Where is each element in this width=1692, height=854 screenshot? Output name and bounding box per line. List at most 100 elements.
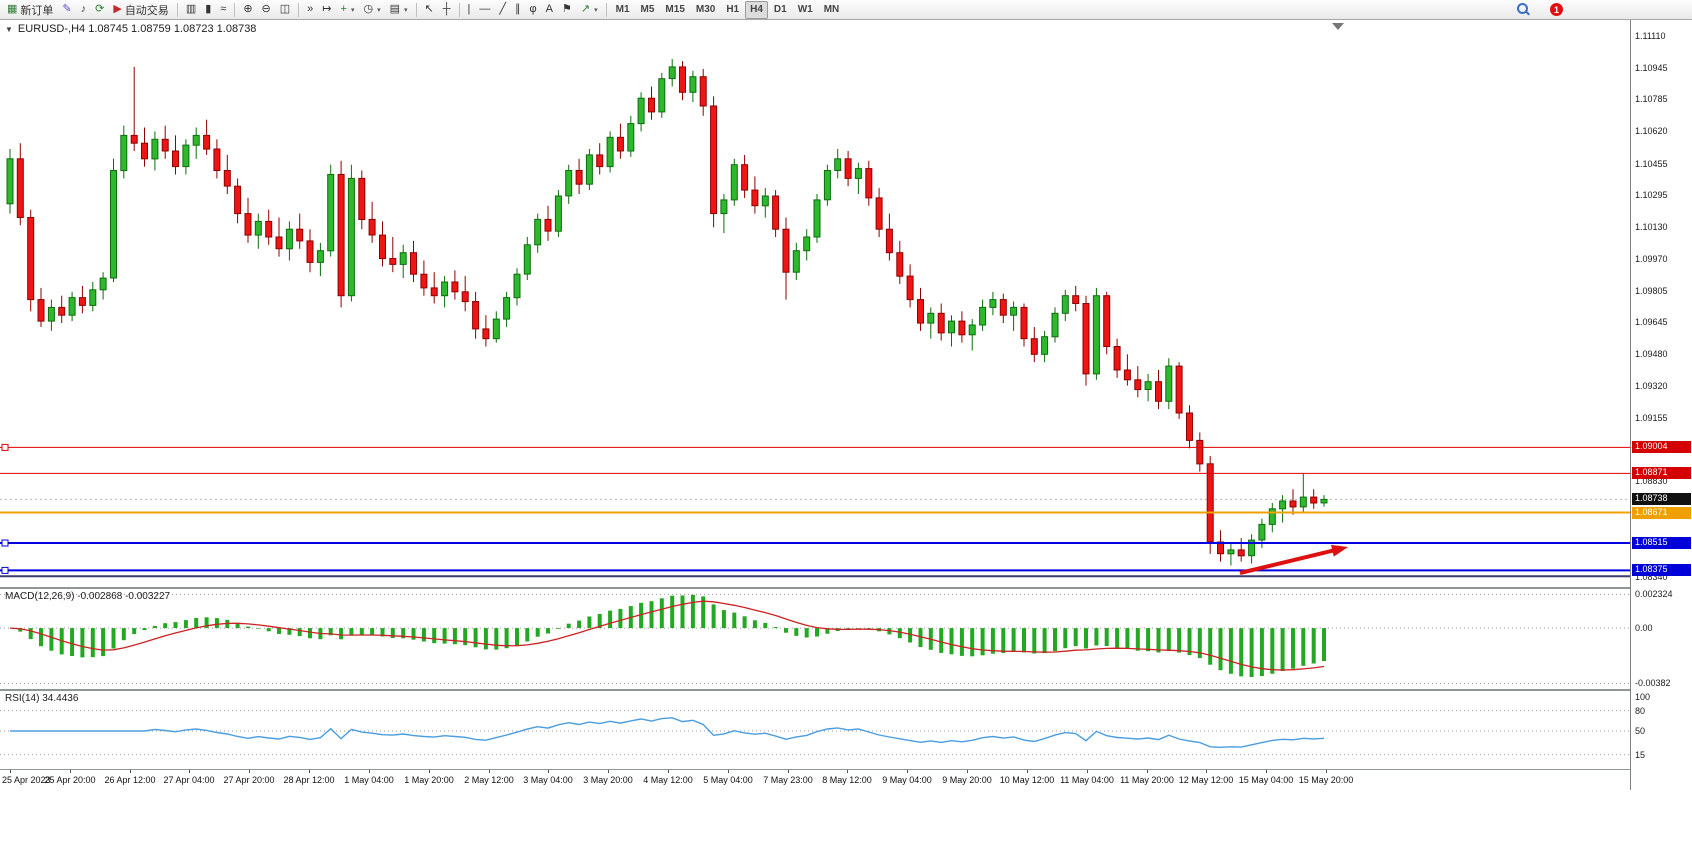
bar-chart-button[interactable]: ▥	[182, 1, 200, 19]
fibonacci-button[interactable]: φ	[526, 1, 541, 19]
candle	[575, 158, 583, 194]
candle	[1103, 291, 1111, 355]
candle	[854, 162, 862, 194]
horizontal-line-button[interactable]: —	[475, 1, 494, 19]
candlestick-chart-button[interactable]: ▮	[201, 1, 215, 19]
line-handle[interactable]	[1, 539, 9, 547]
candle	[1320, 495, 1328, 507]
timeframe-M5[interactable]: M5	[640, 4, 655, 15]
timeframe-M1[interactable]: M1	[615, 4, 630, 15]
indicators-button[interactable]: + ▾	[337, 1, 359, 19]
line-handle[interactable]	[1, 443, 9, 451]
candle	[948, 315, 955, 347]
date-label: 28 Apr 12:00	[283, 775, 335, 785]
auto-trading-button[interactable]: ▶ 自动交易	[109, 1, 172, 19]
candle	[523, 237, 531, 280]
price-line-label: 1.08871	[1632, 467, 1691, 479]
candle	[979, 299, 987, 331]
price-line-label: 1.08375	[1632, 564, 1691, 576]
templates-button[interactable]: ▤ ▾	[386, 1, 412, 19]
macd-label: MACD(12,26,9) -0.002868 -0.003227	[5, 591, 171, 602]
cursor-button[interactable]: ↖	[421, 1, 438, 19]
auto-scroll-button[interactable]: »	[303, 1, 317, 19]
price-tick-label: 1.09805	[1635, 286, 1668, 296]
crosshair-button[interactable]: ┼	[439, 1, 455, 19]
zoom-in-icon: ⊕	[243, 3, 253, 15]
tile-windows-button[interactable]: ◫	[276, 1, 294, 19]
chart-shift-marker[interactable]	[1332, 23, 1344, 30]
toolbar-right: 1	[1517, 3, 1563, 16]
search-icon[interactable]	[1517, 3, 1530, 16]
time-tick	[548, 770, 549, 773]
dropdown-caret-icon: ▾	[404, 6, 408, 14]
time-tick	[70, 770, 71, 773]
timeframe-MN[interactable]: MN	[823, 4, 840, 15]
line-chart-button[interactable]: ≈	[216, 1, 230, 19]
macd-axis-label: -0.00382	[1635, 678, 1671, 688]
text-button[interactable]: A	[542, 1, 557, 19]
candle	[389, 237, 397, 273]
line-chart-icon: ≈	[220, 3, 227, 15]
candle	[896, 240, 904, 284]
time-tick	[967, 770, 968, 773]
periods-button[interactable]: ◷ ▾	[359, 1, 384, 19]
date-label: 27 Apr 20:00	[223, 775, 275, 785]
date-label: 11 May 04:00	[1060, 775, 1114, 785]
macd-canvas[interactable]	[0, 589, 1630, 689]
dropdown-caret-icon: ▾	[594, 6, 598, 14]
line-handle[interactable]	[1, 566, 9, 574]
zoom-out-button[interactable]: ⊖	[258, 1, 275, 19]
rsi-panel: RSI(14) 34.4436	[0, 689, 1630, 769]
arrows-button[interactable]: ↗ ▾	[577, 1, 602, 19]
price-tick-label: 1.09155	[1635, 413, 1668, 423]
candle	[399, 244, 407, 279]
channel-button[interactable]: ∥	[511, 1, 525, 19]
price-line-label: 1.08515	[1632, 537, 1691, 549]
zoom-in-button[interactable]: ⊕	[239, 1, 256, 19]
expand-chart-icon[interactable]: ▼	[5, 24, 13, 34]
notification-badge[interactable]: 1	[1550, 3, 1563, 16]
candle	[772, 190, 780, 237]
time-axis[interactable]: 25 Apr 2023 25 Apr 20:00 26 Apr 12:00 27 Ap…	[0, 769, 1630, 790]
timeframe-H1[interactable]: H1	[726, 4, 740, 15]
candle	[410, 240, 417, 282]
cursor-icon: ↖	[424, 3, 434, 15]
price-chart-canvas[interactable]	[0, 20, 1630, 587]
candle	[1175, 362, 1183, 419]
trend-arrow[interactable]	[1239, 547, 1339, 575]
candle	[1041, 330, 1049, 363]
vertical-line-button[interactable]: |	[464, 1, 475, 19]
date-label: 3 May 04:00	[523, 775, 573, 785]
candle	[1144, 373, 1152, 402]
candle	[1186, 405, 1193, 449]
timeframe-W1[interactable]: W1	[797, 4, 813, 15]
date-label: 1 May 04:00	[344, 775, 394, 785]
toolbar-separator	[415, 2, 417, 17]
candle	[554, 190, 562, 237]
time-tick	[1206, 770, 1207, 773]
price-tick-label: 1.08830	[1635, 476, 1668, 486]
rsi-canvas[interactable]	[0, 691, 1630, 769]
timeframe-D1[interactable]: D1	[773, 4, 787, 15]
new-order-button[interactable]: ▦ 新订单	[3, 1, 57, 19]
timeframe-M15[interactable]: M15	[665, 4, 685, 15]
price-axis[interactable]: 1.11110 1.10945 1.10785 1.10620 1.10455 1.102…	[1630, 20, 1692, 790]
candle	[316, 242, 324, 277]
candle	[958, 311, 966, 343]
candle	[151, 131, 159, 171]
text-label-button[interactable]: ⚑	[558, 1, 576, 19]
date-label: 11 May 20:00	[1120, 775, 1174, 785]
refresh-button[interactable]: ⟳	[91, 1, 108, 19]
chart-shift-button[interactable]: ↦	[318, 1, 335, 19]
metaeditor-button[interactable]: ✎	[58, 1, 75, 19]
time-tick	[1326, 770, 1327, 773]
timeframe-H4[interactable]: H4	[745, 0, 768, 19]
timeframe-M30[interactable]: M30	[695, 4, 716, 15]
candle	[513, 268, 521, 306]
candle	[1248, 534, 1256, 564]
candle	[244, 197, 252, 243]
sound-button[interactable]: ♪	[77, 1, 91, 19]
candle	[451, 270, 459, 300]
trendline-button[interactable]: ╱	[495, 1, 510, 19]
